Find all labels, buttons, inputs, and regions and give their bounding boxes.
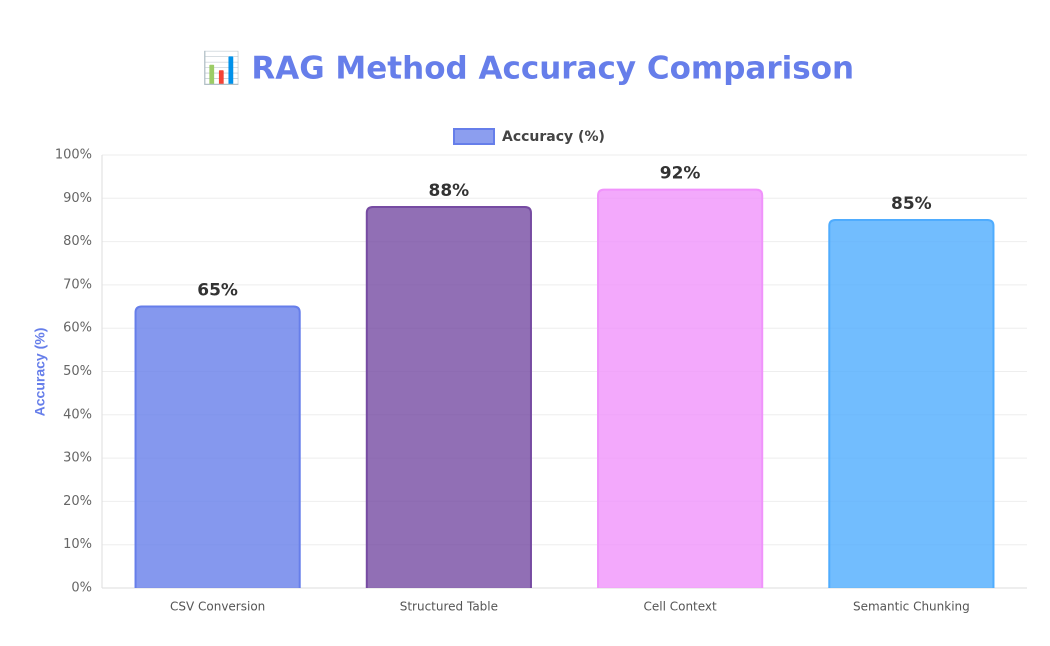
value-label: 88%: [429, 181, 470, 201]
legend-swatch: [453, 128, 495, 145]
x-tick-label: Semantic Chunking: [853, 600, 970, 614]
y-tick-label: 10%: [63, 537, 92, 552]
x-tick-label: Structured Table: [400, 600, 498, 614]
x-tick-label: Cell Context: [643, 600, 717, 614]
y-tick-label: 30%: [63, 451, 92, 466]
y-tick-label: 20%: [63, 494, 92, 509]
legend-label: Accuracy (%): [502, 129, 605, 145]
y-tick-label: 0%: [71, 581, 92, 596]
value-label: 65%: [197, 281, 238, 301]
y-tick-label: 60%: [63, 321, 92, 336]
bar: [828, 218, 995, 588]
chart-title: 📊 RAG Method Accuracy Comparison: [202, 50, 854, 87]
bar: [365, 205, 532, 588]
y-tick-label: 50%: [63, 364, 92, 379]
y-tick-label: 80%: [63, 234, 92, 249]
y-tick-label: 40%: [63, 407, 92, 422]
y-axis-label: Accuracy (%): [32, 328, 48, 417]
y-tick-label: 100%: [55, 148, 92, 163]
x-tick-label: CSV Conversion: [170, 600, 265, 614]
value-label: 92%: [660, 164, 701, 184]
value-label: 85%: [891, 194, 932, 214]
bar: [597, 188, 764, 588]
y-tick-label: 70%: [63, 277, 92, 292]
y-tick-label: 90%: [63, 191, 92, 206]
bar: [134, 305, 301, 588]
